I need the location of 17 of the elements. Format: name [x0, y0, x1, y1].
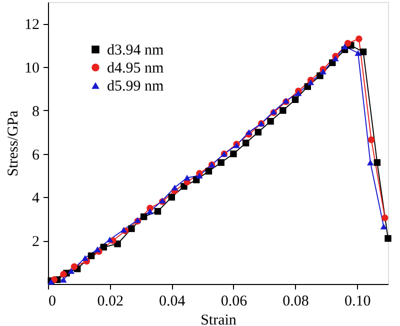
- legend-label: d3.94 nm: [107, 42, 164, 58]
- y-tick-label: 4: [32, 190, 40, 207]
- x-tick-label: 0.02: [97, 294, 124, 310]
- y-tick-label: 12: [24, 17, 40, 34]
- y-axis-title: Stress/GPa: [6, 110, 22, 176]
- x-tick-label: 0.10: [344, 294, 371, 310]
- y-tick-label: 6: [32, 147, 40, 164]
- y-tick-label: 8: [32, 104, 40, 120]
- y-tick-label: 10: [24, 60, 40, 77]
- legend-label: d5.99 nm: [107, 78, 164, 94]
- x-tick-label: 0: [48, 294, 56, 310]
- y-tick-label: 2: [32, 234, 40, 250]
- x-tick-label: 0.06: [220, 294, 248, 310]
- x-tick-label: 0.08: [282, 294, 309, 310]
- x-tick-label: 0.04: [159, 294, 186, 310]
- x-axis-title: Strain: [200, 312, 237, 326]
- legend-label: d4.95 nm: [107, 60, 164, 76]
